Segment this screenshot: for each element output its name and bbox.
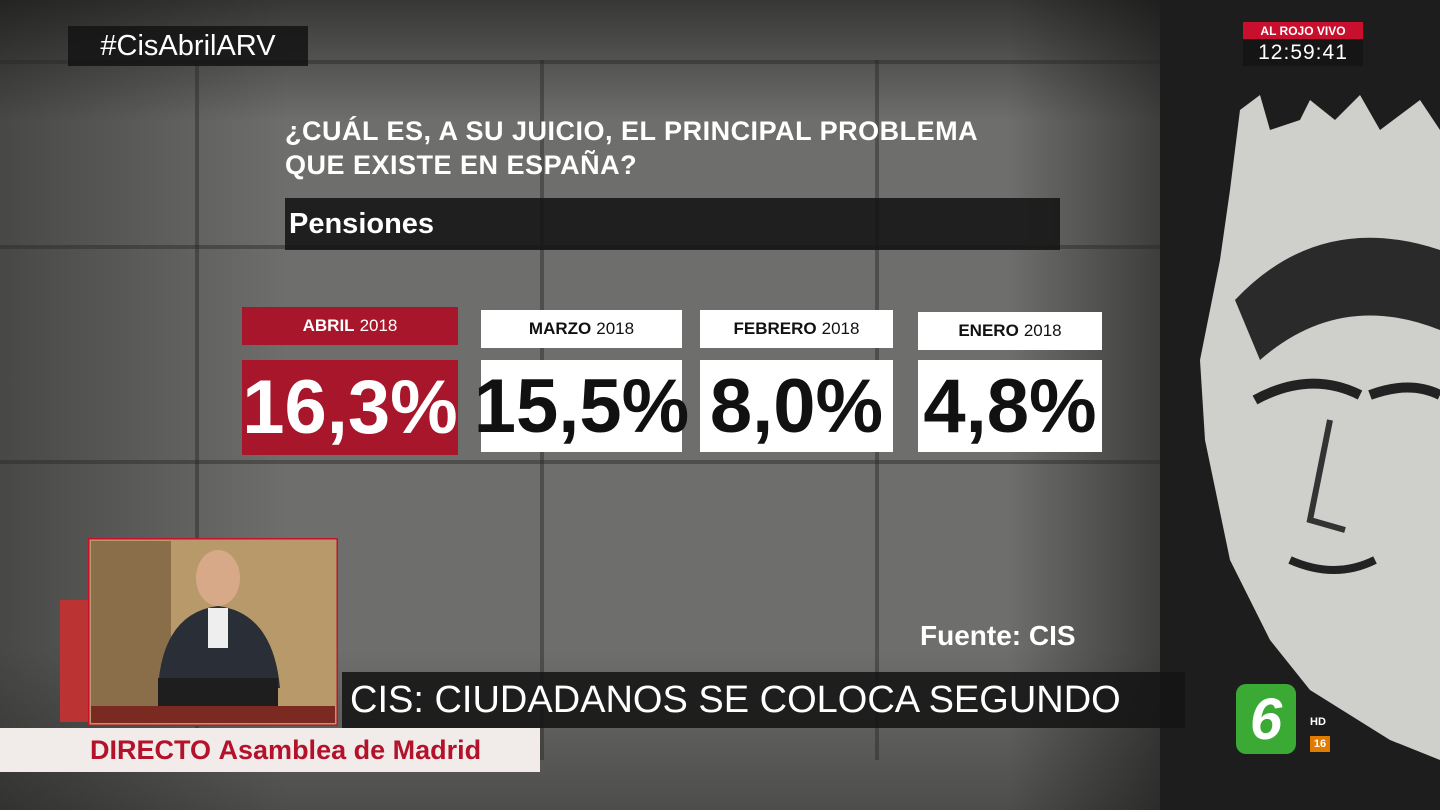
headline: CIS: CIUDADANOS SE COLOCA SEGUNDO — [342, 672, 1185, 728]
source: Fuente: CIS — [920, 620, 1076, 651]
panel-header: ENERO 2018 — [918, 312, 1102, 350]
panel-header: FEBRERO 2018 — [700, 310, 893, 348]
year: 2018 — [596, 319, 635, 338]
hashtag: #CisAbrilARV — [68, 26, 308, 66]
panel-value: 16,3% — [242, 360, 458, 455]
question-line: ¿CUÁL ES, A SU JUICIO, EL PRINCIPAL PROB… — [285, 116, 979, 146]
panel-value: 4,8% — [918, 360, 1102, 452]
year: 2018 — [821, 319, 860, 338]
panel-value: 8,0% — [700, 360, 893, 452]
year: 2018 — [1023, 321, 1062, 340]
month: MARZO — [528, 319, 592, 338]
live-label: DIRECTO — [90, 734, 212, 765]
clock: 12:59:41 — [1243, 40, 1363, 66]
panel-header: MARZO 2018 — [481, 310, 682, 348]
live-bar: DIRECTO Asamblea de Madrid — [0, 728, 540, 772]
month: ABRIL — [302, 316, 355, 335]
inset-edge — [60, 600, 90, 722]
statue — [1160, 0, 1440, 810]
question-line: QUE EXISTE EN ESPAÑA? — [285, 150, 638, 180]
topic: Pensiones — [285, 198, 1060, 250]
question: ¿CUÁL ES, A SU JUICIO, EL PRINCIPAL PROB… — [285, 114, 978, 182]
panel-value: 15,5% — [474, 360, 689, 452]
inset-video — [88, 538, 338, 726]
channel: AL ROJO VIVO — [1243, 22, 1363, 39]
live-place: Asamblea de Madrid — [218, 734, 482, 765]
month: ENERO — [958, 321, 1019, 340]
year: 2018 — [359, 316, 398, 335]
panel-header: ABRIL 2018 — [242, 307, 458, 345]
hd-badge: HD — [1310, 716, 1326, 728]
month: FEBRERO — [733, 319, 817, 338]
rating-badge: 16 — [1310, 736, 1330, 752]
channel-logo: 6 — [1236, 684, 1296, 754]
